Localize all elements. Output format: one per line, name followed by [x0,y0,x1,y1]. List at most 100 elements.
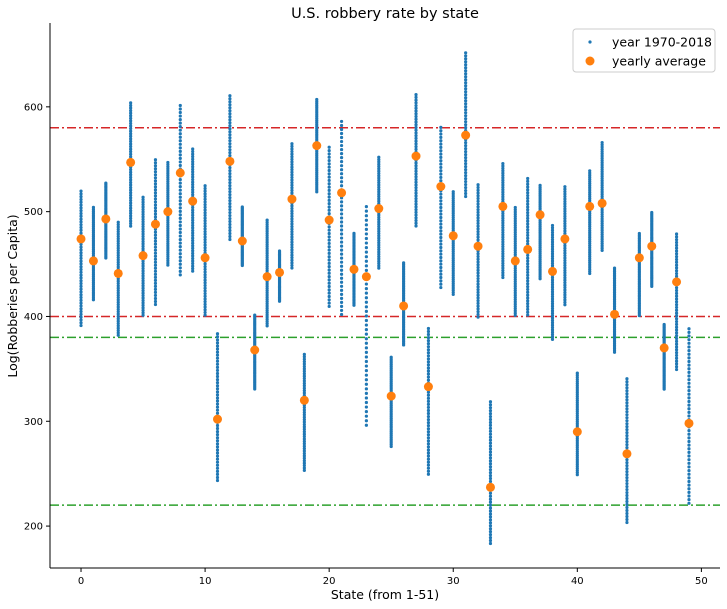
data-point [501,268,505,273]
data-point [178,139,182,143]
data-point [439,279,443,283]
data-point [327,284,331,289]
data-point [600,226,604,230]
data-point [426,430,431,434]
data-point [501,164,505,168]
data-point [674,286,679,290]
data-point [625,502,629,507]
data-point [339,152,344,156]
data-point [513,307,517,311]
data-point [364,232,368,236]
data-point [339,208,344,212]
data-point [352,231,356,235]
data-point [228,118,232,122]
data-point [377,215,381,219]
data-point [513,221,517,225]
y-axis-label: Log(Robberies per Capita) [5,214,20,377]
data-point [377,254,381,259]
data-point [327,235,331,239]
data-point [526,259,530,263]
data-point [364,387,368,391]
data-point [476,315,480,319]
data-point [464,99,468,103]
data-point [426,399,431,403]
data-point [141,264,145,268]
data-point [141,311,145,315]
data-point [464,176,468,181]
data-point [687,338,691,342]
data-point [191,175,195,179]
legend-label-average: yearly average [612,54,706,69]
data-point [339,156,344,160]
data-point [550,314,555,318]
data-point [191,231,195,235]
data-point [153,275,158,279]
data-point [513,289,517,293]
data-point [687,476,691,480]
data-point [464,188,468,193]
data-point [364,405,368,409]
data-point [687,447,691,451]
data-point [79,231,83,235]
data-point [600,190,604,194]
data-point [327,251,331,255]
data-point [215,454,220,458]
data-point [550,240,555,244]
data-point [141,289,145,293]
data-point [687,498,691,502]
data-point [687,345,691,349]
data-point [488,450,493,454]
data-point [129,183,133,187]
average-point [200,253,210,263]
data-point [302,425,306,429]
data-point [228,178,232,182]
data-point [364,318,368,323]
data-point [141,296,145,300]
data-point [488,423,493,427]
data-point [315,97,319,102]
data-point [600,174,604,178]
data-point [116,328,120,333]
data-point [526,188,530,192]
data-point [302,451,306,456]
data-point [228,195,232,200]
data-point [464,153,468,157]
data-point [215,347,220,351]
data-point [550,252,555,256]
data-point [687,454,691,458]
data-point [550,290,555,294]
data-point [501,271,505,275]
data-point [153,266,158,270]
data-point [265,253,269,257]
data-point [662,322,666,327]
data-point [339,272,344,276]
data-point [414,172,418,176]
data-point [339,292,344,296]
data-point [178,103,182,108]
data-point [501,221,505,225]
data-point [563,281,567,285]
data-point [327,182,331,186]
data-point [513,304,517,308]
data-point [526,242,530,246]
data-point [191,167,195,171]
data-point [79,273,83,277]
data-point [203,265,207,269]
data-point [116,288,120,293]
data-point [600,244,604,248]
data-point [513,228,517,232]
data-point [327,158,331,163]
data-point [513,239,517,243]
data-point [327,168,331,173]
data-point [364,291,368,295]
data-point [116,220,120,224]
data-point [327,178,331,183]
data-point [79,195,83,199]
data-point [116,241,120,246]
data-point [364,223,368,227]
data-point [513,268,517,273]
data-point [203,243,207,247]
data-point [79,225,83,230]
data-point [153,212,158,216]
data-point [129,119,133,123]
